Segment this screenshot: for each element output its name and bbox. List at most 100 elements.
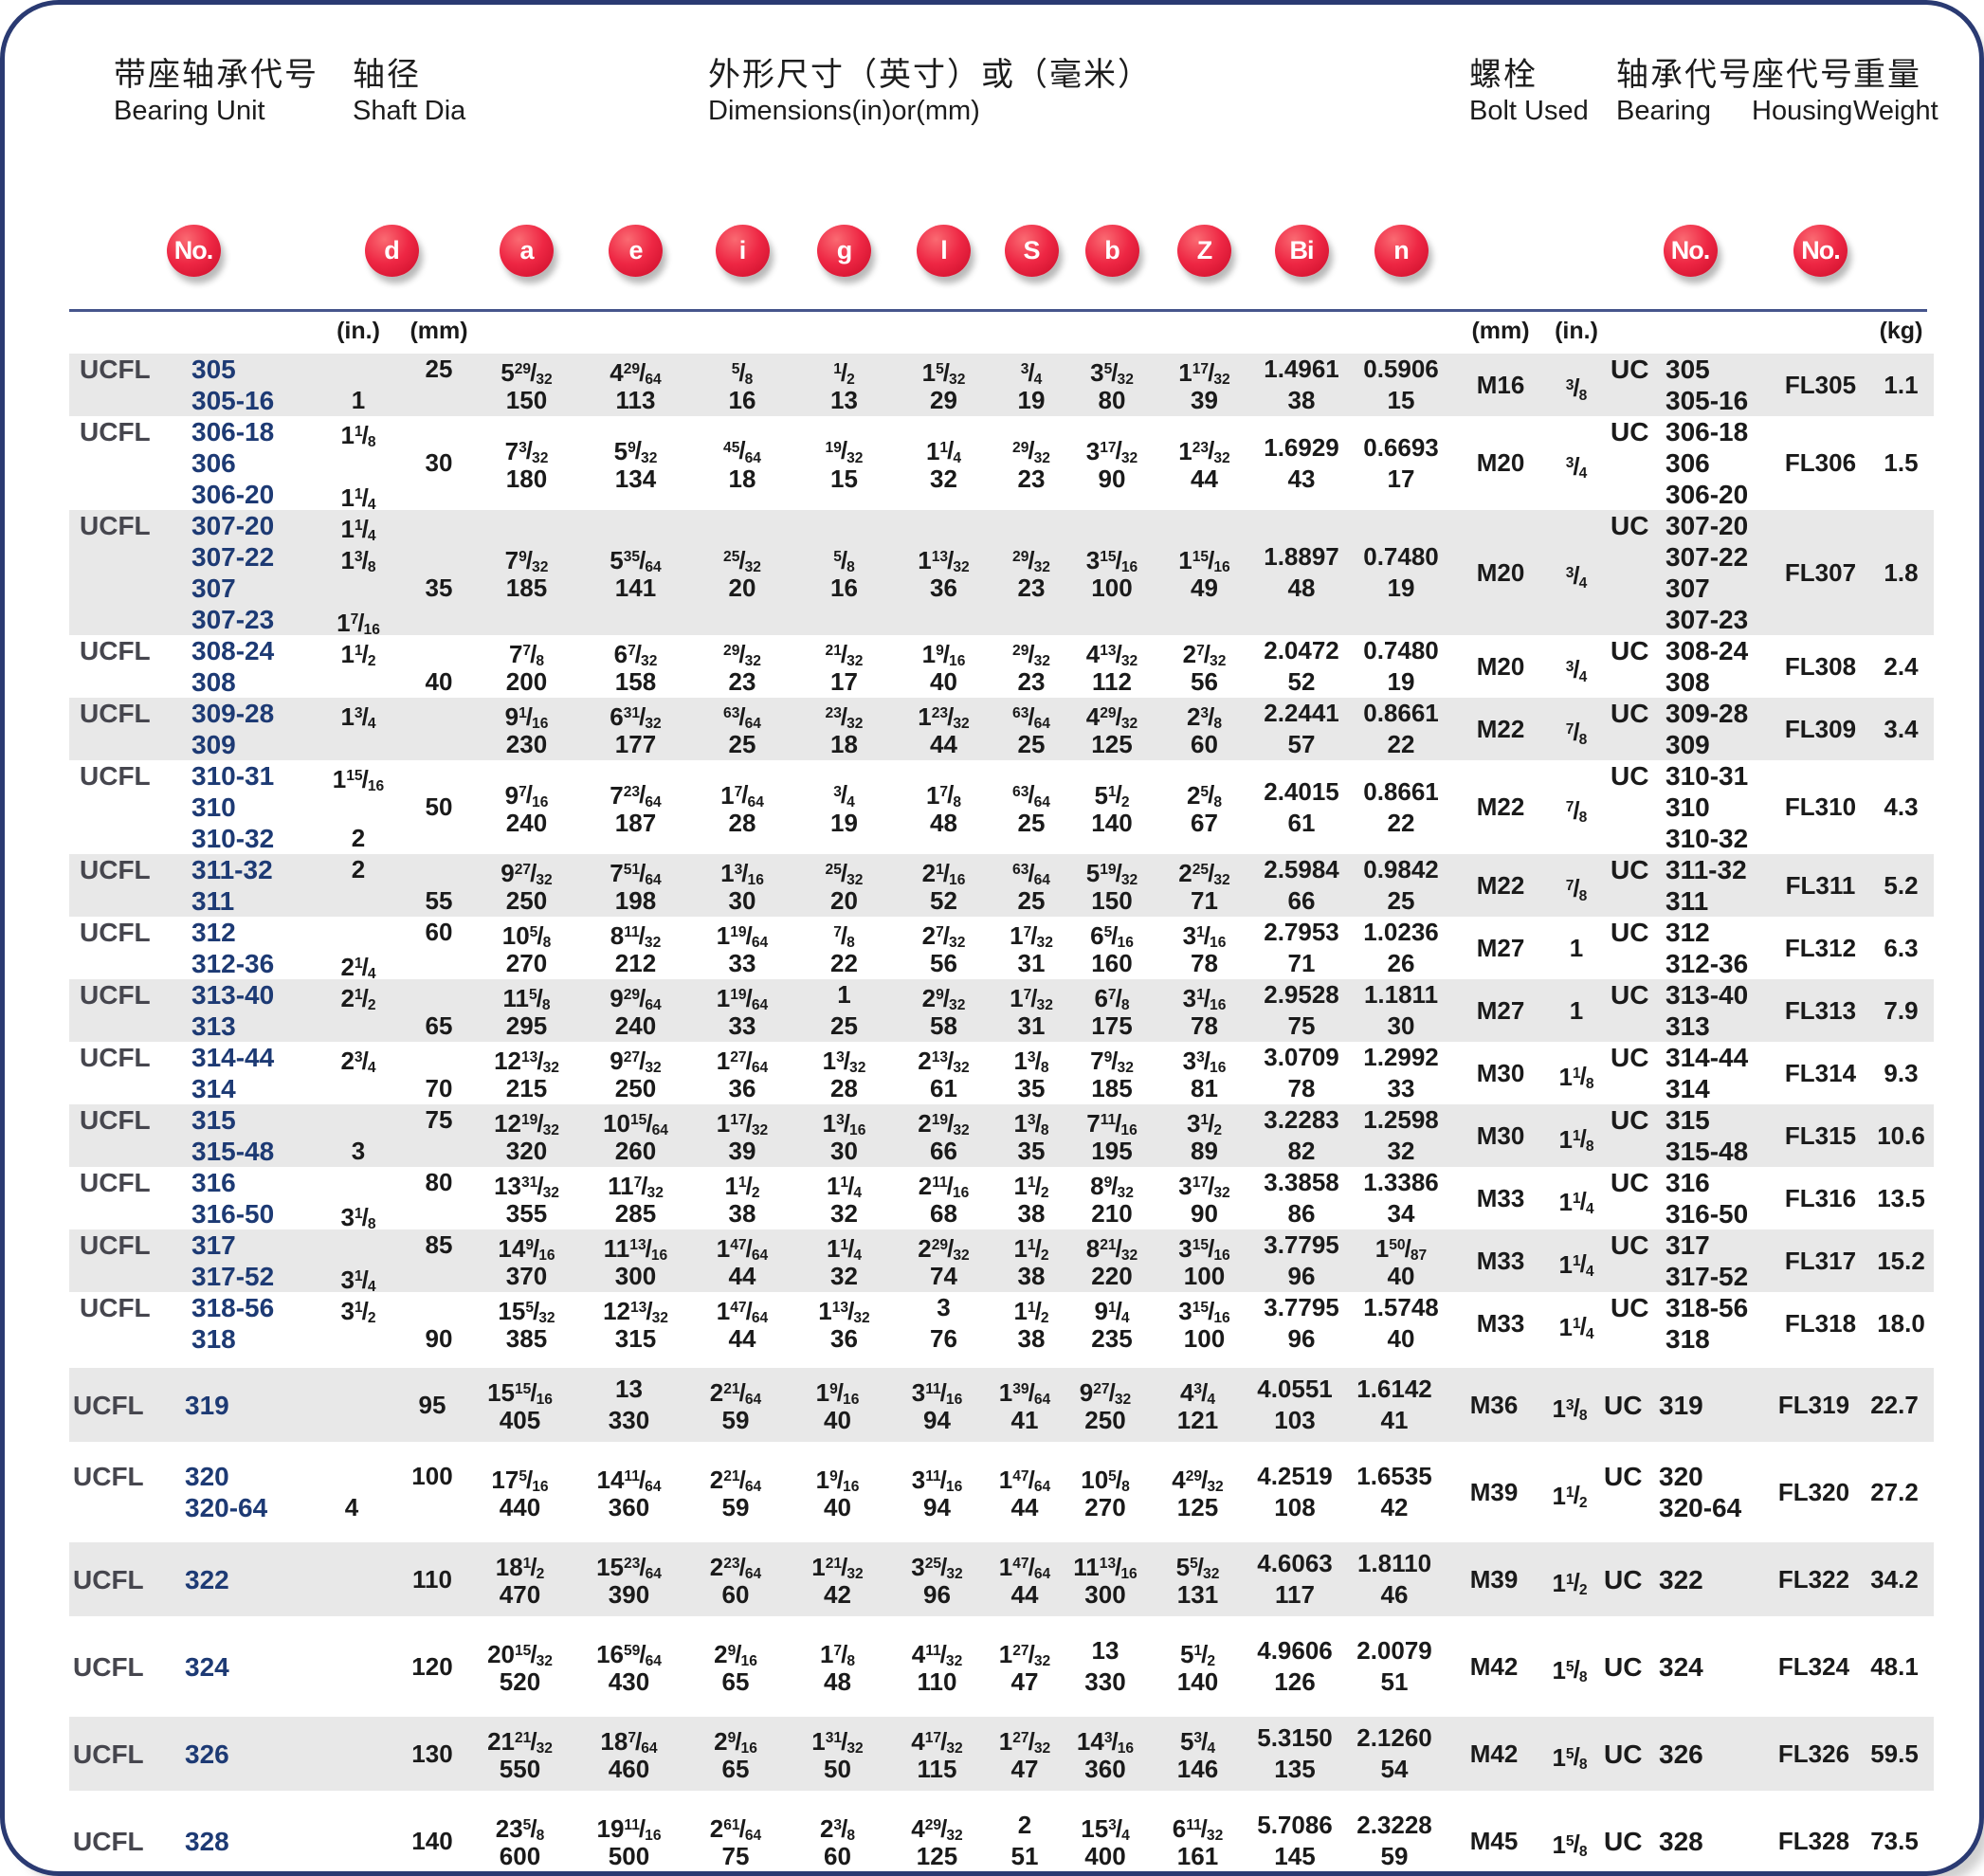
dim-g-cell: 17/8 48 [819, 1639, 856, 1696]
dim-n-cell: 0.9842 25 [1363, 855, 1439, 915]
dim-a-cell: 1331/32 355 [494, 1171, 559, 1228]
dim-i-cell: 45/64 18 [723, 436, 761, 493]
bearing-code: 307-22 [1665, 542, 1749, 572]
shaft-dia-mm-cell: 65 [425, 1011, 453, 1040]
dim-a-cell: 1219/32 320 [494, 1108, 559, 1165]
bearing-code: 312-36 [1665, 949, 1749, 978]
weight-cell: 5.2 [1884, 870, 1919, 900]
table-row: UCFL 328 140 235/8 600 1911/16 500 261/64 75 23/… [69, 1804, 1934, 1871]
bearing-unit-cell: UCFL 322 [69, 1548, 304, 1611]
table-row: UCFL 307-20 307-22 307 307-23 11/4 13/8 17/16 … [69, 510, 1934, 638]
dim-l-cell: 229/32 74 [918, 1233, 970, 1290]
unit-code: 315 [191, 1105, 236, 1135]
dim-bi-cell: 1.6929 43 [1264, 432, 1339, 493]
dim-z-cell: 115/16 49 [1178, 545, 1230, 602]
bearing-code: 324 [1659, 1651, 1703, 1682]
unit-code: 326 [185, 1739, 229, 1769]
bearing-no-cell: UC 326 [1598, 1722, 1769, 1785]
dim-s-cell: 11/2 38 [1013, 1233, 1049, 1290]
shaft-dia-mm-cell: 35 [425, 574, 453, 602]
bolt-in-cell: 7/8 [1565, 874, 1588, 904]
dim-i-cell: 117/32 39 [716, 1108, 769, 1165]
table-row: UCFL 317 317-52 31/4 85 149/16 370 1113/16 300… [69, 1229, 1934, 1295]
dim-b-cell: 821/32 220 [1085, 1233, 1138, 1290]
housing-no-cell: FL314 [1784, 1058, 1857, 1087]
dim-g-cell: 131/32 50 [811, 1726, 864, 1783]
dim-g-cell: 25/32 20 [825, 858, 864, 915]
dim-l-cell: 21/16 52 [921, 858, 966, 915]
dim-e-cell: 1113/16 300 [603, 1233, 668, 1290]
bearing-prefix: UC [1611, 980, 1649, 1010]
bearing-prefix: UC [1611, 417, 1649, 446]
dim-i-cell: 63/64 25 [723, 701, 761, 758]
weight-cell: 9.3 [1884, 1058, 1919, 1087]
bolt-in-cell: 7/8 [1565, 795, 1588, 826]
dim-s-cell: 147/64 44 [998, 1552, 1051, 1609]
dim-a-cell: 79/32 185 [504, 545, 549, 602]
dim-g-cell: 19/16 40 [815, 1377, 860, 1434]
unit-prefix: UCFL [73, 1390, 144, 1420]
table-row: UCFL 326 130 2121/32 550 187/64 460 29/16 65 131… [69, 1717, 1934, 1791]
dim-l-cell: 27/32 56 [921, 920, 966, 977]
unit-prefix: UCFL [80, 1168, 151, 1197]
unit-code: 313-40 [191, 980, 275, 1010]
bolt-in-cell: 11/4 [1558, 1249, 1594, 1280]
dim-b-cell: 105/8 270 [1081, 1465, 1130, 1521]
unit-label-bolt-mm: (mm) [1471, 318, 1530, 344]
column-badge-b: b [1084, 225, 1139, 277]
bearing-prefix: UC [1611, 1293, 1649, 1322]
bearing-no-cell: UC 311-32 311 [1605, 854, 1775, 917]
bearing-code: 326 [1659, 1739, 1703, 1769]
bearing-no-cell: UC 316 316-50 [1605, 1167, 1775, 1229]
shaft-dia-in-cell: 115/16 2 [332, 764, 385, 852]
dim-n-cell: 1.6142 41 [1356, 1375, 1432, 1434]
bearing-prefix: UC [1611, 1230, 1649, 1260]
dim-s-cell: 63/64 25 [1012, 780, 1050, 837]
unit-prefix: UCFL [80, 980, 151, 1010]
header-bearing-unit-zh: 带座轴承代号 [114, 57, 319, 93]
dim-g-cell: 11/4 32 [826, 1171, 863, 1228]
bearing-prefix: UC [1611, 699, 1649, 728]
bolt-in-cell: 11/8 [1558, 1062, 1594, 1092]
shaft-dia-in-cell [304, 1548, 399, 1611]
bearing-code: 316 [1665, 1168, 1710, 1197]
dim-b-cell: 317/32 90 [1085, 436, 1138, 493]
dim-e-cell: 117/32 285 [608, 1171, 664, 1228]
dim-e-cell: 1659/64 430 [596, 1639, 662, 1696]
dim-e-cell: 1911/16 500 [596, 1813, 662, 1870]
bolt-in-cell: 15/8 [1552, 1830, 1588, 1860]
bolt-in-cell: 3/4 [1565, 655, 1588, 685]
dim-n-cell: 2.3228 59 [1356, 1811, 1432, 1870]
bearing-code: 309 [1665, 730, 1710, 759]
dim-s-cell: 29/32 23 [1012, 545, 1050, 602]
shaft-dia-mm-cell: 50 [425, 792, 453, 821]
bolt-in-cell: 7/8 [1565, 718, 1588, 748]
dim-i-cell: 11/2 38 [724, 1171, 760, 1228]
weight-cell: 15.2 [1877, 1246, 1925, 1275]
dim-b-cell: 35/32 80 [1090, 357, 1134, 414]
bolt-mm-cell: M30 [1476, 1058, 1525, 1087]
bearing-code: 306-18 [1665, 417, 1749, 446]
dim-b-cell: 51/2 140 [1091, 780, 1133, 837]
table-row: UCFL 309-28 309 13/4 91/16 230 631/32 177 63/64… [69, 698, 1934, 760]
shaft-dia-in-cell: 21/2 [340, 983, 376, 1013]
bearing-code: 310 [1665, 792, 1710, 822]
bearing-code: 328 [1659, 1826, 1703, 1856]
dim-l-cell: 411/32 110 [911, 1639, 963, 1696]
unit-code: 305-16 [191, 386, 275, 415]
weight-cell: 10.6 [1877, 1120, 1925, 1150]
dim-b-cell: 927/32 250 [1079, 1377, 1132, 1434]
dim-e-cell: 723/64 187 [610, 780, 662, 837]
housing-no-cell: FL315 [1784, 1120, 1857, 1150]
shaft-dia-mm-cell: 75 [425, 1105, 453, 1134]
dim-i-cell: 221/64 59 [709, 1465, 762, 1521]
bolt-mm-cell: M45 [1469, 1826, 1519, 1855]
unit-prefix: UCFL [80, 855, 151, 884]
housing-no-cell: FL306 [1784, 448, 1857, 477]
bearing-code: 316-50 [1665, 1199, 1749, 1229]
unit-code: 318-56 [191, 1293, 275, 1322]
bearing-prefix: UC [1611, 355, 1649, 384]
unit-code: 310 [191, 792, 236, 822]
dim-n-cell: 1.2992 33 [1363, 1043, 1439, 1102]
bearing-unit-cell: UCFL 305 305-16 [76, 354, 311, 416]
